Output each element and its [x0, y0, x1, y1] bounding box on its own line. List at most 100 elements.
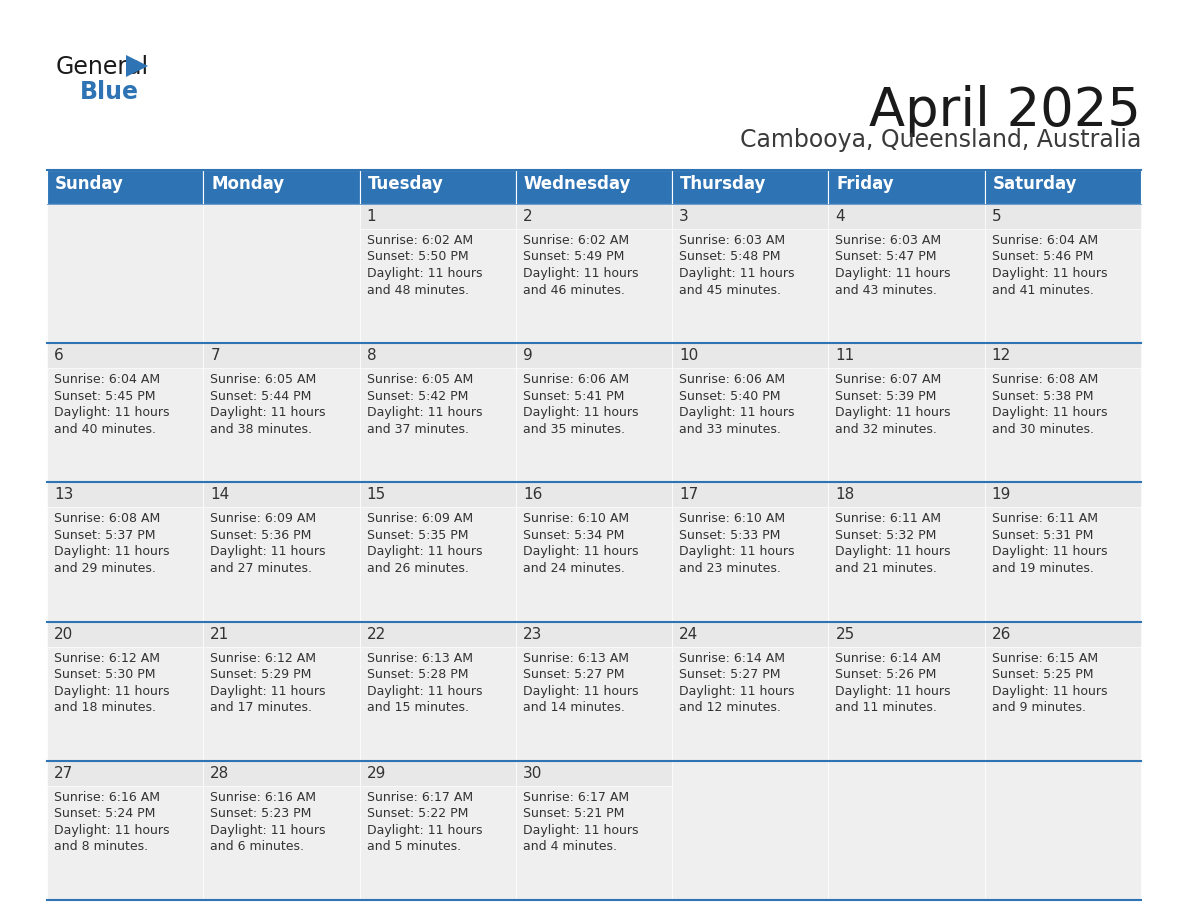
- Text: Sunset: 5:41 PM: Sunset: 5:41 PM: [523, 390, 624, 403]
- Text: Daylight: 11 hours: Daylight: 11 hours: [367, 685, 482, 698]
- Text: Daylight: 11 hours: Daylight: 11 hours: [680, 406, 795, 420]
- Text: Sunset: 5:26 PM: Sunset: 5:26 PM: [835, 668, 937, 681]
- Bar: [360, 761, 516, 900]
- Bar: [828, 204, 985, 229]
- Text: Daylight: 11 hours: Daylight: 11 hours: [53, 545, 170, 558]
- Text: 21: 21: [210, 627, 229, 642]
- Text: Daylight: 11 hours: Daylight: 11 hours: [680, 685, 795, 698]
- Text: and 35 minutes.: and 35 minutes.: [523, 422, 625, 436]
- Bar: [672, 621, 828, 646]
- Bar: [203, 761, 360, 900]
- Bar: [516, 170, 672, 204]
- Text: and 26 minutes.: and 26 minutes.: [367, 562, 468, 575]
- Text: Sunset: 5:47 PM: Sunset: 5:47 PM: [835, 251, 937, 263]
- Bar: [203, 343, 360, 368]
- Text: and 4 minutes.: and 4 minutes.: [523, 840, 617, 854]
- Text: and 37 minutes.: and 37 minutes.: [367, 422, 468, 436]
- Bar: [203, 761, 360, 786]
- Text: Sunrise: 6:14 AM: Sunrise: 6:14 AM: [835, 652, 941, 665]
- Text: Daylight: 11 hours: Daylight: 11 hours: [53, 823, 170, 837]
- Text: Sunset: 5:45 PM: Sunset: 5:45 PM: [53, 390, 156, 403]
- Text: and 45 minutes.: and 45 minutes.: [680, 284, 782, 297]
- Text: and 9 minutes.: and 9 minutes.: [992, 701, 1086, 714]
- Bar: [985, 482, 1140, 621]
- Text: 15: 15: [367, 487, 386, 502]
- Text: Sunrise: 6:05 AM: Sunrise: 6:05 AM: [210, 374, 316, 386]
- Text: Daylight: 11 hours: Daylight: 11 hours: [680, 545, 795, 558]
- Text: Sunrise: 6:16 AM: Sunrise: 6:16 AM: [53, 790, 160, 804]
- Text: Daylight: 11 hours: Daylight: 11 hours: [210, 406, 326, 420]
- Bar: [48, 482, 203, 508]
- Text: Daylight: 11 hours: Daylight: 11 hours: [523, 267, 638, 280]
- Text: Sunset: 5:30 PM: Sunset: 5:30 PM: [53, 668, 156, 681]
- Text: Sunrise: 6:02 AM: Sunrise: 6:02 AM: [523, 234, 628, 247]
- Text: 10: 10: [680, 348, 699, 364]
- Bar: [672, 204, 828, 229]
- Text: Daylight: 11 hours: Daylight: 11 hours: [210, 545, 326, 558]
- Bar: [203, 482, 360, 621]
- Text: 3: 3: [680, 209, 689, 224]
- Bar: [828, 621, 985, 761]
- Text: Sunset: 5:35 PM: Sunset: 5:35 PM: [367, 529, 468, 542]
- Bar: [516, 204, 672, 229]
- Text: Sunrise: 6:06 AM: Sunrise: 6:06 AM: [680, 374, 785, 386]
- Text: Friday: Friday: [836, 175, 895, 193]
- Text: Sunset: 5:48 PM: Sunset: 5:48 PM: [680, 251, 781, 263]
- Bar: [360, 204, 516, 229]
- Text: 14: 14: [210, 487, 229, 502]
- Text: Daylight: 11 hours: Daylight: 11 hours: [367, 406, 482, 420]
- Bar: [360, 621, 516, 761]
- Polygon shape: [126, 55, 148, 77]
- Text: Daylight: 11 hours: Daylight: 11 hours: [367, 545, 482, 558]
- Bar: [48, 343, 203, 482]
- Bar: [48, 482, 203, 621]
- Text: Sunset: 5:39 PM: Sunset: 5:39 PM: [835, 390, 937, 403]
- Text: Sunset: 5:44 PM: Sunset: 5:44 PM: [210, 390, 311, 403]
- Text: Daylight: 11 hours: Daylight: 11 hours: [835, 545, 950, 558]
- Text: Sunrise: 6:06 AM: Sunrise: 6:06 AM: [523, 374, 628, 386]
- Bar: [828, 343, 985, 368]
- Bar: [48, 621, 203, 646]
- Bar: [985, 761, 1140, 900]
- Bar: [516, 343, 672, 482]
- Text: General: General: [56, 55, 150, 79]
- Text: 18: 18: [835, 487, 854, 502]
- Text: Sunset: 5:38 PM: Sunset: 5:38 PM: [992, 390, 1093, 403]
- Text: and 24 minutes.: and 24 minutes.: [523, 562, 625, 575]
- Bar: [203, 204, 360, 343]
- Bar: [516, 482, 672, 621]
- Bar: [985, 170, 1140, 204]
- Bar: [985, 204, 1140, 343]
- Text: Sunrise: 6:04 AM: Sunrise: 6:04 AM: [992, 234, 1098, 247]
- Text: Sunset: 5:21 PM: Sunset: 5:21 PM: [523, 807, 624, 821]
- Text: Sunrise: 6:03 AM: Sunrise: 6:03 AM: [835, 234, 942, 247]
- Text: Thursday: Thursday: [681, 175, 766, 193]
- Bar: [672, 761, 828, 900]
- Text: 26: 26: [992, 627, 1011, 642]
- Bar: [516, 343, 672, 368]
- Bar: [516, 761, 672, 786]
- Text: Sunset: 5:42 PM: Sunset: 5:42 PM: [367, 390, 468, 403]
- Text: Sunset: 5:37 PM: Sunset: 5:37 PM: [53, 529, 156, 542]
- Bar: [828, 204, 985, 343]
- Text: 19: 19: [992, 487, 1011, 502]
- Bar: [672, 343, 828, 368]
- Bar: [360, 204, 516, 343]
- Text: Sunset: 5:25 PM: Sunset: 5:25 PM: [992, 668, 1093, 681]
- Text: Sunrise: 6:12 AM: Sunrise: 6:12 AM: [210, 652, 316, 665]
- Text: and 6 minutes.: and 6 minutes.: [210, 840, 304, 854]
- Text: Sunset: 5:46 PM: Sunset: 5:46 PM: [992, 251, 1093, 263]
- Text: 30: 30: [523, 766, 542, 781]
- Text: Sunset: 5:34 PM: Sunset: 5:34 PM: [523, 529, 624, 542]
- Text: Sunrise: 6:11 AM: Sunrise: 6:11 AM: [992, 512, 1098, 525]
- Text: Sunset: 5:28 PM: Sunset: 5:28 PM: [367, 668, 468, 681]
- Text: and 43 minutes.: and 43 minutes.: [835, 284, 937, 297]
- Text: 25: 25: [835, 627, 854, 642]
- Text: 1: 1: [367, 209, 377, 224]
- Bar: [360, 482, 516, 508]
- Text: Daylight: 11 hours: Daylight: 11 hours: [835, 685, 950, 698]
- Bar: [672, 170, 828, 204]
- Text: 12: 12: [992, 348, 1011, 364]
- Bar: [360, 621, 516, 646]
- Text: and 46 minutes.: and 46 minutes.: [523, 284, 625, 297]
